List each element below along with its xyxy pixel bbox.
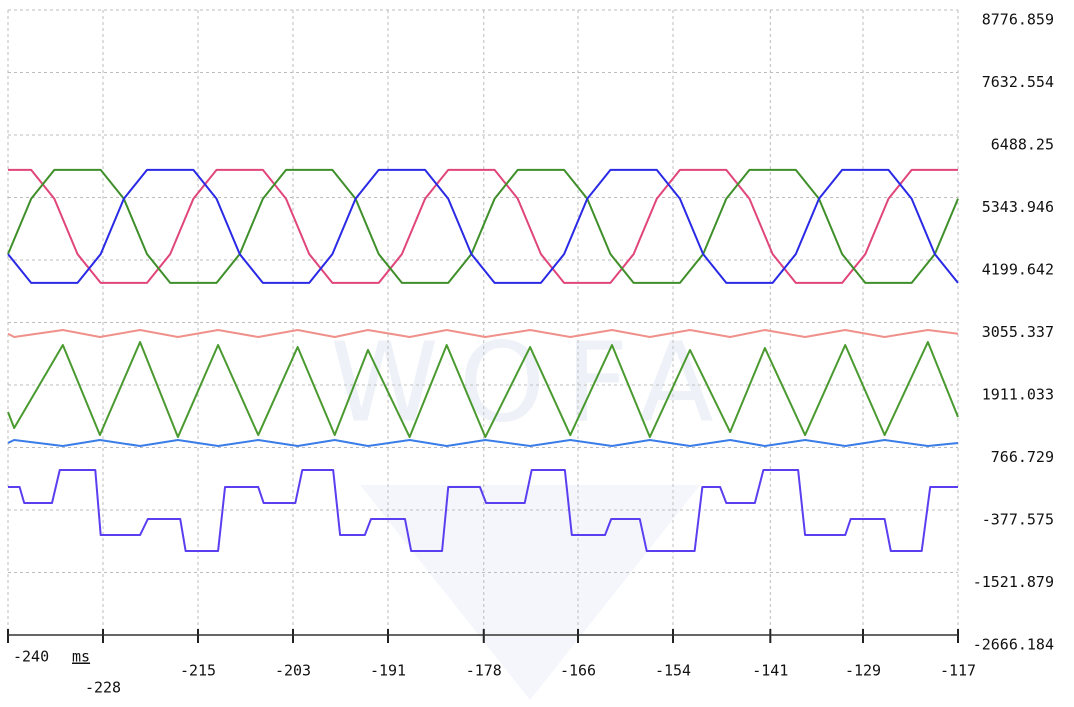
watermark: WOFA xyxy=(330,318,734,446)
y-tick-label: 6488.25 xyxy=(991,136,1054,154)
y-tick-label: 4199.642 xyxy=(982,261,1054,279)
watermark-logo xyxy=(360,485,700,700)
y-tick-label: -1521.879 xyxy=(973,573,1054,591)
series-line xyxy=(7,329,959,338)
series-line xyxy=(7,439,959,448)
plot-area xyxy=(7,168,959,643)
series-line xyxy=(7,341,959,439)
x-tick-label: -154 xyxy=(655,662,691,680)
x-tick-label: -215 xyxy=(180,662,216,680)
x-tick-label: -203 xyxy=(275,662,311,680)
x-axis-unit: ms xyxy=(72,648,90,666)
y-tick-label: 7632.554 xyxy=(982,73,1054,91)
grid xyxy=(7,9,959,635)
x-tick-label: -166 xyxy=(560,662,596,680)
x-tick-label: -240 xyxy=(13,648,49,666)
series-line xyxy=(8,469,958,553)
y-tick-label: 766.729 xyxy=(991,448,1054,466)
series-line xyxy=(8,168,958,284)
y-tick-label: 1911.033 xyxy=(982,386,1054,404)
x-tick-label: -129 xyxy=(845,662,881,680)
y-tick-label: 3055.337 xyxy=(982,323,1054,341)
x-tick-label: -191 xyxy=(370,662,406,680)
series-line xyxy=(7,168,959,284)
y-tick-label: -2666.184 xyxy=(973,636,1054,654)
x-tick-label: -228 xyxy=(85,679,121,697)
y-tick-label: 5343.946 xyxy=(982,198,1054,216)
y-tick-label: 8776.859 xyxy=(982,11,1054,29)
x-tick-label: -178 xyxy=(466,662,502,680)
series-line xyxy=(7,168,959,284)
y-tick-label: -377.575 xyxy=(982,511,1054,529)
x-tick-label: -141 xyxy=(752,662,788,680)
tick-labels: 8776.859 7632.554 6488.25 5343.946 4199.642 3… xyxy=(13,11,1054,697)
x-tick-label: -117 xyxy=(940,662,976,680)
